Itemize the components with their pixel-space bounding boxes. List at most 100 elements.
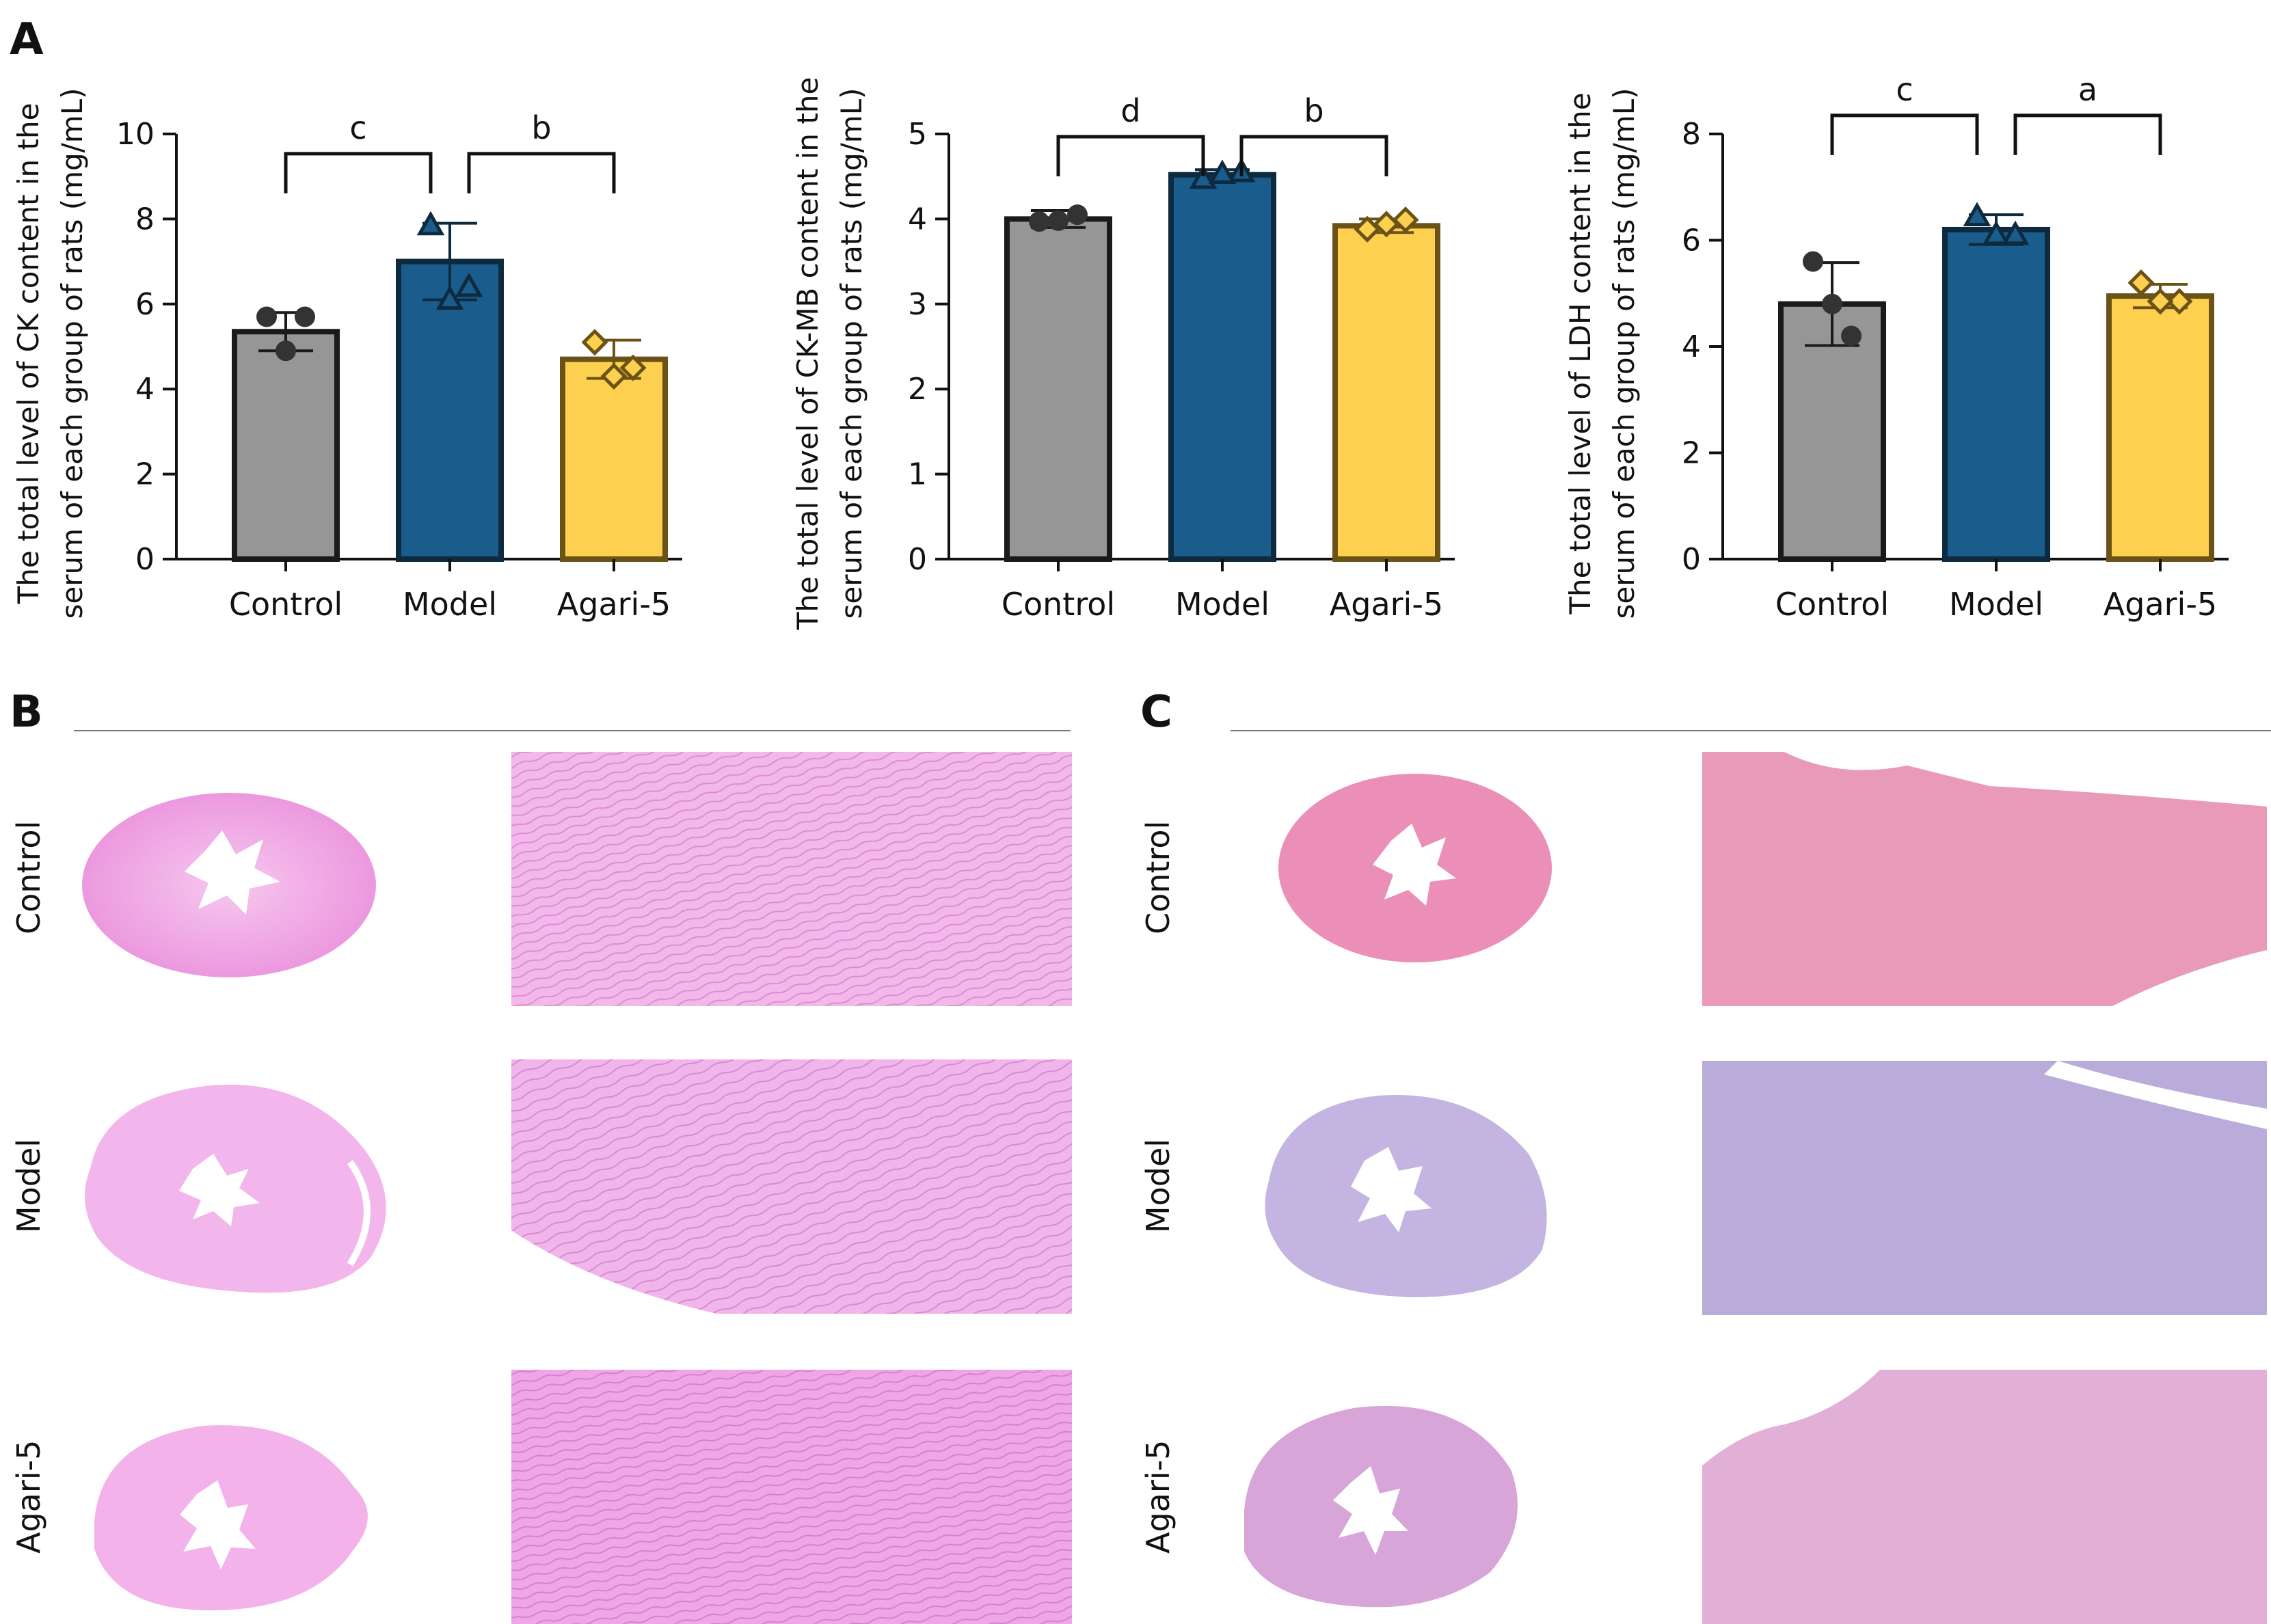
masson-agari-whole-section — [1244, 1405, 1518, 1608]
chart-2-significance-label: d — [1120, 92, 1140, 129]
chart-2-significance-bracket — [1239, 135, 1388, 176]
chart-2-data-point — [1373, 211, 1400, 238]
panel-c-row-label-control: Control — [1140, 820, 1177, 934]
panel-c-row-label-agari: Agari-5 — [1140, 1439, 1177, 1554]
chart-3-data-point — [1963, 202, 1991, 227]
chart-3-bar-model — [1942, 226, 2050, 562]
chart-2-data-point — [1029, 211, 1049, 232]
chart-3-y-tick-label: 0 — [1682, 542, 1701, 577]
chart-1-y-axis-label: The total level of CK content in the seru… — [12, 87, 89, 619]
chart-3-x-tick-label: Control — [1775, 586, 1889, 623]
panel-b-row-label-agari: Agari-5 — [10, 1439, 47, 1554]
chart-3-data-point — [2147, 288, 2174, 315]
chart-2-data-point — [1208, 159, 1237, 184]
chart-2-bar-control — [1004, 216, 1112, 562]
chart-2-y-axis-label: The total level of CK-MB content in the s… — [791, 77, 868, 631]
chart-1-significance-bracket — [284, 152, 433, 193]
chart-2-y-tick-label: 2 — [908, 372, 927, 407]
chart-1-x-tick-label: Model — [403, 586, 497, 623]
chart-2-significance-bracket — [1056, 135, 1205, 176]
chart-3-y-axis-label-line1: The total level of LDH content in the — [1563, 92, 1597, 614]
chart-2-x-tick-label: Agari-5 — [1330, 586, 1443, 623]
chart-2-data-point — [1048, 210, 1069, 231]
chart-3-data-point — [2166, 288, 2193, 315]
chart-1-y-tick-label: 2 — [135, 457, 154, 492]
chart-1-y-tick-label: 4 — [135, 372, 154, 407]
chart-2-y-tick-label: 1 — [908, 457, 927, 492]
chart-1-y-axis-label-line1: The total level of CK content in the — [12, 103, 45, 605]
chart-3-data-point — [2001, 220, 2030, 245]
panel-b-row-label-control: Control — [10, 820, 47, 934]
chart-1-data-point — [435, 285, 464, 310]
chart-3-y-tick-label: 4 — [1682, 329, 1701, 364]
chart-1-significance-label: c — [349, 109, 366, 146]
chart-3-significance-label: c — [1896, 71, 1913, 108]
chart-1-data-point — [256, 306, 277, 327]
panel-b-row-label-model: Model — [10, 1138, 47, 1234]
panel-b-rule — [74, 730, 1071, 731]
panel-letter-b: B — [10, 687, 43, 737]
chart-1-data-point — [276, 340, 296, 362]
panel-letter-c: C — [1140, 687, 1172, 737]
chart-1-y-tick-label: 6 — [135, 287, 154, 322]
he-agari-detail — [511, 1370, 1072, 1624]
chart-1-bar-control — [232, 329, 340, 562]
chart-3-significance-label: a — [2078, 71, 2097, 108]
chart-2-y-tick-label: 3 — [908, 287, 927, 322]
chart-1-data-point — [581, 329, 608, 356]
masson-model-whole-section — [1265, 1095, 1547, 1297]
chart-2-y-tick-label: 0 — [908, 542, 927, 577]
chart-2-bar-agari-5 — [1332, 223, 1440, 562]
chart-1-data-point — [455, 272, 483, 297]
chart-3-y-tick-label: 6 — [1682, 224, 1701, 258]
chart-1-x-tick-label: Agari-5 — [557, 586, 671, 623]
chart-2-y-tick-label: 4 — [908, 202, 927, 236]
chart-1-y-axis-label-line2: serum of each group of rats (mg/mL) — [55, 87, 89, 619]
chart-2-y-axis-label-line1: The total level of CK-MB content in the — [791, 77, 824, 631]
chart-3-significance-bracket — [2013, 113, 2162, 155]
chart-1-data-point — [600, 363, 628, 390]
chart-2-significance-label: b — [1304, 92, 1323, 129]
chart-3-y-axis-label-line2: serum of each group of rats (mg/mL) — [1607, 87, 1641, 619]
panel-letter-a: A — [10, 14, 44, 65]
chart-2-bar-model — [1168, 172, 1276, 563]
chart-3-data-point — [1803, 251, 1823, 272]
chart-2-data-point — [1067, 204, 1088, 226]
chart-3-significance-bracket — [1830, 113, 1979, 155]
masson-control-detail — [1702, 752, 2267, 1006]
he-control-detail — [511, 752, 1072, 1006]
chart-3-data-point — [1822, 293, 1842, 314]
chart-1-x-tick-label: Control — [229, 586, 342, 623]
chart-2-y-axis-label-line2: serum of each group of rats (mg/mL) — [835, 87, 868, 619]
chart-1-data-point — [619, 354, 647, 381]
chart-2-x-tick-label: Control — [1002, 586, 1115, 623]
chart-1-data-point — [416, 211, 445, 236]
chart-1-bar-model — [396, 258, 504, 562]
chart-2-data-point — [1189, 164, 1218, 189]
panel-c-rule — [1231, 730, 2271, 731]
he-model-detail — [511, 1059, 1072, 1314]
masson-control-whole-section — [1278, 774, 1552, 962]
chart-1-y-tick-label: 10 — [116, 117, 154, 152]
chart-1-y-tick-label: 8 — [135, 202, 154, 236]
chart-3-bar-agari-5 — [2106, 293, 2214, 562]
panel-c-row-label-model: Model — [1140, 1138, 1177, 1234]
he-control-whole-section — [82, 793, 376, 977]
chart-3-x-tick-label: Model — [1949, 586, 2043, 623]
chart-2-y-tick-label: 5 — [908, 117, 927, 152]
masson-model-detail — [1702, 1061, 2267, 1315]
chart-1-data-point — [295, 306, 315, 327]
chart-1-significance-bracket — [467, 152, 616, 193]
chart-3-data-point — [1841, 325, 1862, 347]
chart-2-x-tick-label: Model — [1175, 586, 1269, 623]
he-agari-whole-section — [94, 1425, 368, 1610]
chart-3-x-tick-label: Agari-5 — [2104, 586, 2217, 623]
chart-3-y-tick-label: 8 — [1682, 117, 1701, 152]
he-model-whole-section — [85, 1084, 386, 1293]
masson-agari-detail — [1702, 1370, 2267, 1624]
chart-1-significance-label: b — [531, 109, 551, 146]
chart-1-y-tick-label: 0 — [135, 542, 154, 577]
chart-3-y-axis-label: The total level of LDH content in the ser… — [1563, 87, 1641, 619]
